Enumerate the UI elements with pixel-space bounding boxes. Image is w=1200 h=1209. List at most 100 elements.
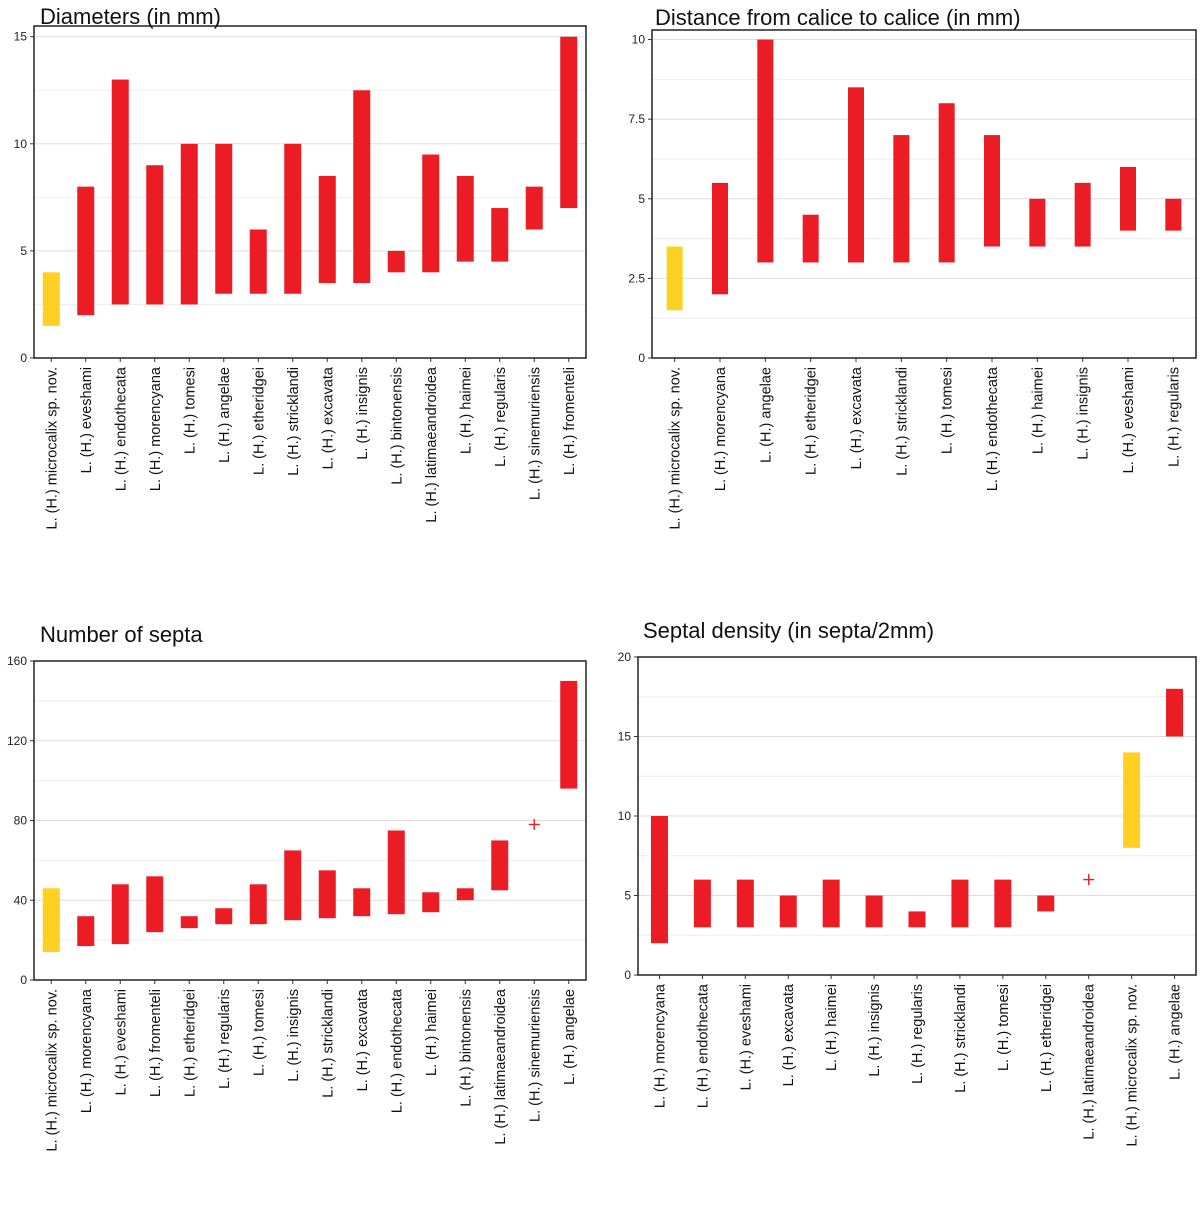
category-label-l-h-latimaeandroidea: L. (H.) latimaeandroidea [1082,983,1098,1139]
category-label-l-h-regularis: L. (H.) regularis [493,367,509,467]
category-label-l-h-microcalix-sp-nov: L. (H.) microcalix sp. nov. [44,367,60,530]
category-label-l-h-insignis: L. (H.) insignis [355,367,371,460]
range-bar-l-h-morencyana [712,182,728,295]
category-label-l-h-microcalix-sp-nov: L. (H.) microcalix sp. nov. [1125,984,1141,1147]
y-tick-label: 120 [7,734,27,748]
range-bar-l-h-etheridgei [802,214,819,263]
range-bar-l-h-tomesi [994,879,1012,928]
range-bar-l-h-eveshami [736,879,754,928]
y-tick-label: 0 [638,351,645,365]
range-bar-l-h-bintonensis [456,888,474,901]
range-bar-l-h-microcalix-sp-nov [42,888,60,953]
range-bar-l-h-tomesi [249,884,267,925]
y-tick-label: 7.5 [628,112,645,126]
range-bar-l-h-latimaeandroidea [422,154,440,273]
category-label-l-h-endothecata: L. (H.) endothecata [695,983,711,1108]
category-label-l-h-microcalix-sp-nov: L. (H.) microcalix sp. nov. [44,989,60,1152]
range-bar-l-h-angelae [1166,688,1184,737]
chart-panel-septal-density: 0 5 10 15 20 L. (H.) morencyana L. (H.) endoth… [618,618,1197,1147]
chart-title: Distance from calice to calice (in mm) [655,5,1021,30]
range-bar-l-h-fromenteli [560,36,578,209]
range-bar-l-h-latimaeandroidea [491,840,509,891]
category-label-l-h-sinemuriensis: L. (H.) sinemuriensis [527,989,543,1122]
category-label-l-h-angelae: L. (H.) angelae [562,989,578,1085]
chart-title: Diameters (in mm) [40,4,221,29]
plot-frame [33,25,587,359]
range-bar-l-h-regularis [1165,198,1182,231]
point-marker-l-h-latimaeandroidea [1083,874,1095,886]
category-label-l-h-etheridgei: L. (H.) etheridgei [251,367,267,475]
chart-panel-septa-number: 0 40 80 120 160 L. (H.) microcalix sp. nov. L.… [7,622,587,1152]
category-label-l-h-morencyana: L. (H.) morencyana [79,988,95,1113]
y-tick-label: 10 [618,809,632,823]
category-label-l-h-insignis: L. (H.) insignis [1076,367,1092,460]
category-label-l-h-tomesi: L. (H.) tomesi [996,984,1012,1071]
category-label-l-h-angelae: L. (H.) angelae [1168,984,1184,1080]
y-tick-label: 80 [14,814,28,828]
range-bar-l-h-excavata [848,87,864,263]
range-bar-l-h-angelae [757,39,774,263]
point-marker-l-h-sinemuriensis [528,818,540,830]
category-label-l-h-eveshami: L. (H.) eveshami [1121,367,1137,473]
chart-panel-diameters: 0 5 10 15 L. (H.) microcalix sp. nov. L. (H.)… [14,4,587,530]
category-label-l-h-latimaeandroidea: L. (H.) latimaeandroidea [424,366,440,522]
category-label-l-h-tomesi: L. (H.) tomesi [940,367,956,454]
category-label-l-h-regularis: L. (H.) regularis [217,989,233,1089]
category-label-l-h-endothecata: L. (H.) endothecata [985,366,1001,491]
range-bar-l-h-morencyana [77,916,95,947]
category-label-l-h-excavata: L. (H.) excavata [320,366,336,469]
range-bar-l-h-endothecata [387,830,405,915]
category-label-l-h-morencyana: L. (H.) morencyana [652,983,668,1108]
y-tick-label: 5 [624,889,631,903]
range-bar-l-h-haimei [1029,198,1046,247]
category-label-l-h-insignis: L. (H.) insignis [286,989,302,1082]
range-bar-l-h-regularis [491,208,509,262]
y-tick-label: 40 [14,893,28,907]
category-label-l-h-eveshami: L. (H.) eveshami [113,989,129,1095]
category-label-l-h-haimei: L. (H.) haimei [458,367,474,454]
range-bar-l-h-etheridgei [1037,895,1055,912]
range-bar-l-h-regularis [908,911,926,928]
category-label-l-h-sinemuriensis: L. (H.) sinemuriensis [527,367,543,500]
range-bar-l-h-stricklandi [893,135,910,263]
range-bar-l-h-morencyana [146,165,164,305]
range-bar-l-h-tomesi [180,143,198,305]
y-tick-label: 10 [632,33,646,47]
category-label-l-h-eveshami: L. (H.) eveshami [738,984,754,1090]
range-bar-l-h-etheridgei [249,229,267,294]
y-tick-label: 160 [7,654,27,668]
category-label-l-h-stricklandi: L. (H.) stricklandi [320,989,336,1098]
range-bar-l-h-endothecata [984,135,1000,247]
chart-panel-distance: 0 2.5 5 7.5 10 L. (H.) microcalix sp. nov. L. … [628,5,1197,530]
y-tick-label: 10 [14,137,28,151]
category-label-l-h-regularis: L. (H.) regularis [1166,367,1182,467]
category-label-l-h-haimei: L. (H.) haimei [1030,367,1046,454]
range-bar-l-h-etheridgei [180,916,198,929]
range-bar-l-h-endothecata [111,79,129,305]
chart-title: Septal density (in septa/2mm) [643,618,934,643]
category-label-l-h-morencyana: L. (H.) morencyana [713,366,729,491]
category-label-l-h-excavata: L. (H.) excavata [781,983,797,1086]
range-bar-l-h-excavata [779,895,797,928]
range-bar-l-h-haimei [822,879,840,928]
range-bar-l-h-haimei [422,892,440,913]
range-bar-l-h-angelae [560,680,578,789]
range-bar-l-h-stricklandi [318,870,336,919]
range-bar-l-h-insignis [865,895,883,928]
category-label-l-h-bintonensis: L. (H.) bintonensis [458,989,474,1107]
category-label-l-h-angelae: L. (H.) angelae [758,367,774,463]
category-label-l-h-fromenteli: L. (H.) fromenteli [562,367,578,475]
y-tick-label: 0 [624,968,631,982]
category-label-l-h-haimei: L. (H.) haimei [424,989,440,1076]
range-bar-l-h-haimei [456,175,474,262]
category-label-l-h-tomesi: L. (H.) tomesi [182,367,198,454]
range-bar-l-h-microcalix-sp-nov [42,272,60,326]
category-label-l-h-microcalix-sp-nov: L. (H.) microcalix sp. nov. [668,367,684,530]
y-tick-label: 20 [618,650,632,664]
category-label-l-h-regularis: L. (H.) regularis [910,984,926,1084]
y-tick-label: 15 [618,730,632,744]
category-label-l-h-tomesi: L. (H.) tomesi [251,989,267,1076]
range-bar-l-h-stricklandi [951,879,969,928]
category-label-l-h-bintonensis: L. (H.) bintonensis [389,367,405,485]
range-bar-l-h-angelae [215,143,233,294]
